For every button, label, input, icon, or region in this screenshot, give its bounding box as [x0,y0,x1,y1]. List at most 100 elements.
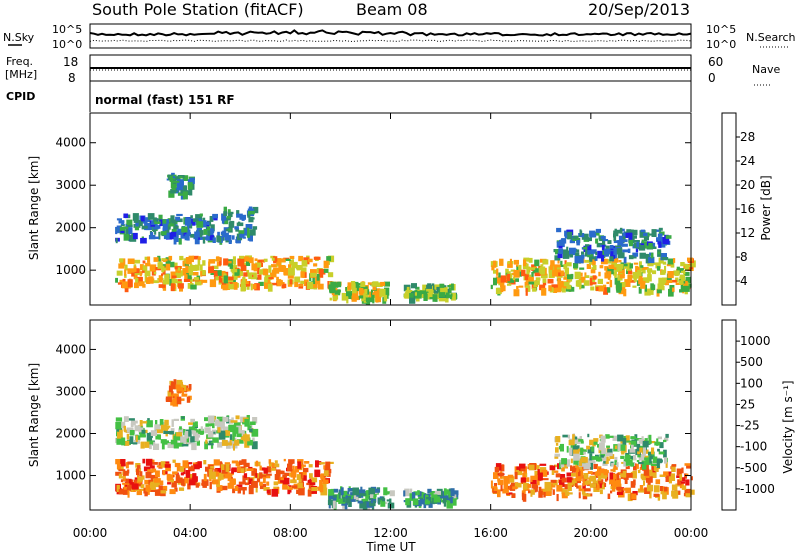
power-echo-cell [518,264,522,272]
power-echo-cell [683,271,690,276]
power-echo-cell [549,264,554,270]
power-echo-cell [638,286,642,294]
velocity-echo-cell [583,481,591,484]
power-colorbar-tick-label: 16 [740,202,755,216]
power-echo-cell [626,229,632,233]
power-echo-cell [668,288,674,297]
power-echo-cell [192,272,199,276]
power-echo-cell [356,283,360,292]
power-echo-cell [564,230,567,237]
velocity-echo-cell [561,492,566,497]
velocity-echo-cell [612,478,615,485]
power-echo-cell [184,274,188,280]
power-echo-cell [209,279,217,288]
power-echo-cell [589,256,593,262]
power-echo-cell [561,287,566,293]
power-echo-cell [539,284,546,291]
velocity-echo-cell [185,429,192,437]
velocity-echo-cell [357,500,363,504]
power-echo-cell [134,282,139,289]
power-echo-cell [236,213,243,218]
power-echo-cell [157,262,163,269]
velocity-echo-cell [573,449,580,456]
velocity-echo-cell [280,477,284,481]
velocity-echo-cell [209,471,216,480]
velocity-echo-cell [132,442,138,445]
power-echo-cell [569,254,574,258]
power-echo-cell [186,190,191,196]
power-echo-cell [584,272,587,277]
velocity-echo-cell [222,416,229,422]
power-echo-cell [219,277,223,283]
power-echo-cell [579,230,583,235]
velocity-echo-cell [149,465,155,469]
power-echo-cell [196,221,204,228]
power-echo-cell [557,267,561,270]
power-echo-cell [531,272,534,277]
velocity-echo-cell [328,489,334,496]
power-echo-cell [179,176,183,179]
power-echo-cell [423,293,428,301]
velocity-echo-cell [341,487,344,495]
velocity-echo-cell [446,500,453,509]
power-echo-cell [645,256,650,264]
power-echo-cell [644,284,647,292]
power-echo-cell [133,266,137,272]
velocity-echo-cell [450,497,454,504]
velocity-echo-cell [188,462,193,465]
power-echo-cell [194,231,200,238]
power-echo-cell [614,264,618,268]
velocity-echo-cell [570,465,573,471]
power-echo-cell [228,221,235,228]
power-echo-cell [298,284,304,287]
velocity-echo-cell [274,460,278,464]
power-echo-cell [267,283,273,292]
velocity-echo-cell [325,461,331,470]
velocity-echo-cell [658,451,665,455]
power-echo-cell [585,275,590,278]
power-echo-cell [367,282,373,285]
velocity-echo-cell [179,426,182,430]
velocity-echo-cell [329,495,334,500]
velocity-echo-cell [423,501,427,509]
power-echo-cell [240,264,247,272]
velocity-echo-cell [555,442,559,446]
velocity-echo-cell [554,453,561,457]
power-echo-cell [206,222,210,225]
velocity-echo-cell [209,482,212,490]
velocity-echo-cell [138,427,144,433]
velocity-echo-cell [644,438,648,443]
velocity-echo-cell [230,420,238,423]
power-echo-cell [619,274,625,279]
velocity-echo-cell [653,465,657,472]
power-echo-cell [193,277,199,281]
velocity-echo-cell [345,496,351,504]
power-echo-cell [627,248,631,253]
velocity-echo-cell [498,472,504,477]
freq-tick-bottom: 8 [68,71,76,85]
power-echo-cell [587,237,592,242]
power-echo-cell [246,269,250,277]
velocity-echo-cell [322,479,329,484]
power-echo-cell [222,284,228,291]
power-echo-cell [372,281,379,284]
velocity-echo-cell [139,471,143,477]
power-echo-cell [532,287,537,292]
power-echo-cell [155,224,158,228]
velocity-echo-cell [554,464,560,468]
power-echo-cell [318,268,326,275]
velocity-echo-cell [174,462,181,468]
power-echo-cell [633,262,639,265]
power-echo-cell [158,284,166,288]
velocity-echo-cell [137,474,140,478]
power-echo-cell [499,258,504,266]
velocity-echo-cell [251,480,258,488]
velocity-echo-cell [654,441,661,446]
power-echo-cell [587,250,591,255]
power-echo-cell [534,272,541,277]
velocity-echo-cell [162,470,166,476]
velocity-echo-cell [539,463,547,466]
power-echo-cell [268,265,272,273]
velocity-echo-cell [434,490,441,495]
